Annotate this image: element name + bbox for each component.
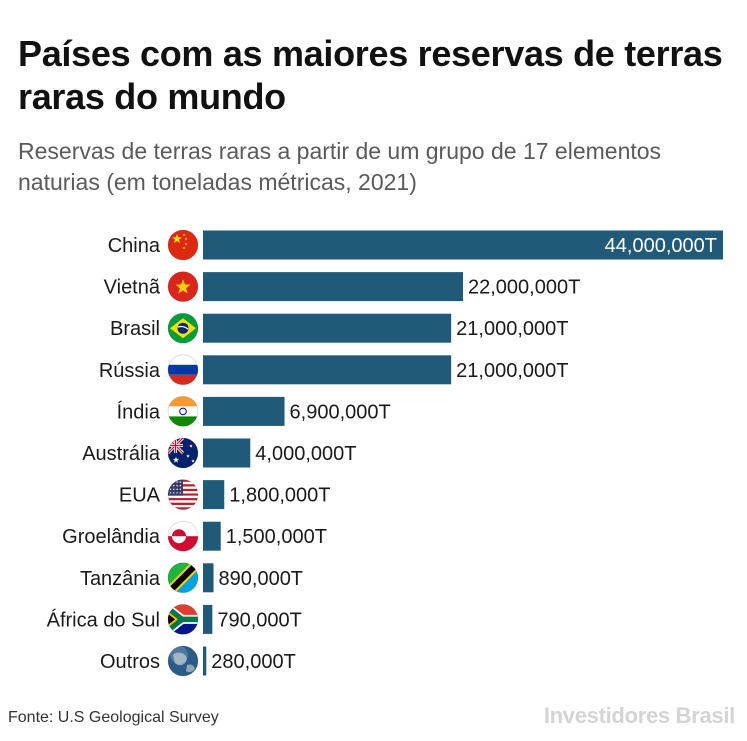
category-label: China <box>108 235 161 257</box>
value-label: 790,000T <box>217 609 302 631</box>
tanzania-flag-icon <box>167 562 199 594</box>
australia-flag-icon <box>167 437 199 469</box>
russia-flag-icon <box>167 354 199 386</box>
bar <box>203 604 213 634</box>
south-africa-flag-icon <box>167 604 199 635</box>
category-label: EUA <box>119 485 161 507</box>
bar-row-eua: EUA 1,800,000T <box>119 479 330 511</box>
bar <box>203 521 221 551</box>
bar <box>203 313 452 343</box>
bar-row-africa-do-sul: África do Sul 790,000T <box>47 604 302 635</box>
globe-icon <box>167 645 199 677</box>
value-label: 1,800,000T <box>229 485 330 507</box>
source-note: Fonte: U.S Geological Survey <box>8 709 219 726</box>
usa-flag-icon <box>167 479 199 511</box>
value-label: 1,500,000T <box>226 526 327 548</box>
bar <box>203 355 452 385</box>
category-label: Groelândia <box>62 526 161 548</box>
category-label: África do Sul <box>47 608 160 631</box>
india-flag-icon <box>167 395 199 427</box>
bar <box>203 563 214 593</box>
bar <box>203 230 723 260</box>
value-label: 21,000,000T <box>456 318 568 340</box>
bar-row-india: Índia 6,900,000T <box>117 395 391 427</box>
bar-row-outros: Outros 280,000T <box>100 645 296 677</box>
china-flag-icon <box>167 229 199 261</box>
bar <box>203 438 251 468</box>
value-label: 4,000,000T <box>255 443 356 465</box>
bar-row-australia: Austrália 4,000,000T <box>82 437 356 469</box>
category-label: Austrália <box>82 443 161 465</box>
bar-row-tanzania: Tanzânia 890,000T <box>80 562 304 594</box>
category-label: Brasil <box>110 318 160 340</box>
value-label: 21,000,000T <box>456 360 568 382</box>
brazil-flag-icon <box>167 312 199 344</box>
bar <box>203 272 463 302</box>
category-label: Índia <box>117 400 161 423</box>
bar-row-vietna: Vietnã 22,000,000T <box>104 271 580 303</box>
category-label: Rússia <box>99 360 161 382</box>
brand-logo: Investidores Brasil <box>543 703 735 728</box>
chart-title: Países com as maiores reservas de terras… <box>18 33 723 117</box>
value-label: 44,000,000T <box>605 235 717 257</box>
value-label: 6,900,000T <box>290 401 391 423</box>
bar-row-russia: Rússia 21,000,000T <box>99 354 569 386</box>
value-label: 280,000T <box>211 651 296 673</box>
greenland-flag-icon <box>167 520 199 552</box>
vietnam-flag-icon <box>167 271 199 303</box>
chart-subtitle: Reservas de terras raras a partir de um … <box>18 138 662 195</box>
bar-chart: China 44,000,000T Vietnã 22,000,000T Brasil 2… <box>47 229 723 677</box>
category-label: Vietnã <box>104 277 161 299</box>
bar-row-china: China 44,000,000T <box>108 229 723 261</box>
bar-row-brasil: Brasil 21,000,000T <box>110 312 569 344</box>
bar-row-groelandia: Groelândia 1,500,000T <box>62 520 327 552</box>
category-label: Tanzânia <box>80 568 161 590</box>
bar <box>203 480 225 510</box>
value-label: 890,000T <box>219 568 304 590</box>
category-label: Outros <box>100 651 160 673</box>
value-label: 22,000,000T <box>468 277 580 299</box>
bar <box>203 396 285 426</box>
bar <box>203 646 207 676</box>
